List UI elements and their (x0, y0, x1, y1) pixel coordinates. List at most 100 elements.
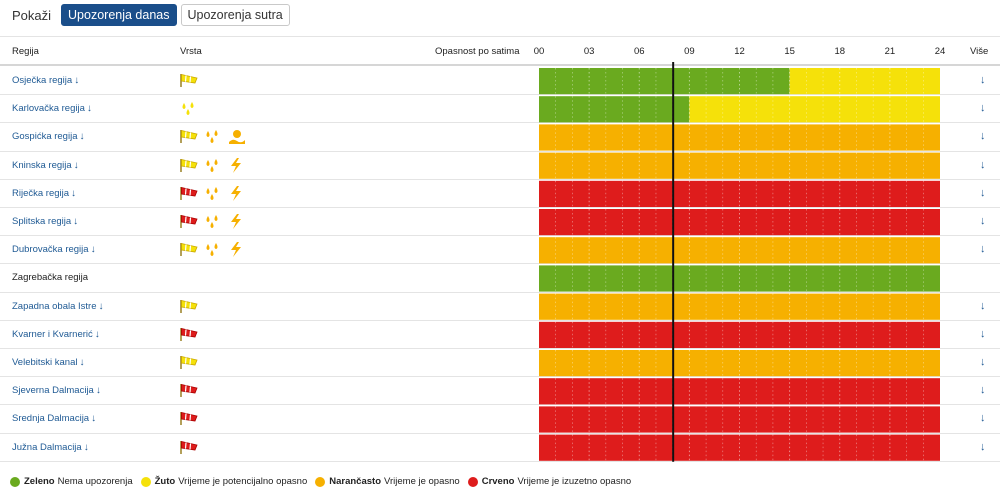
tab-warnings-today[interactable]: Upozorenja danas (61, 4, 177, 26)
more-details-button[interactable]: ↓ (980, 74, 986, 87)
region-link[interactable]: Južna Dalmacija ↓ (12, 442, 89, 453)
region-name: Srednja Dalmacija (12, 413, 90, 425)
hour-tick-21: 21 (884, 46, 896, 57)
rain-icon (206, 243, 218, 257)
table-row: Gospićka regija ↓ ↓ (0, 123, 1000, 152)
region-link[interactable]: Kninska regija ↓ (12, 160, 79, 171)
table-row: Zagrebačka regija (0, 264, 1000, 293)
table-row: Karlovačka regija ↓ ↓ (0, 95, 1000, 124)
rain-icon (182, 102, 194, 116)
table-row: Južna Dalmacija ↓ ↓ (0, 434, 1000, 462)
region-name: Zagrebačka regija (12, 272, 89, 284)
legend-dot (315, 476, 326, 487)
arrow-down-icon: ↓ (98, 300, 104, 312)
table-row: Kvarner i Kvarnerić ↓ ↓ (0, 321, 1000, 349)
arrow-down-icon: ↓ (91, 413, 97, 425)
thunderstorm-icon (231, 157, 241, 173)
table-row: Osječka regija ↓ ↓ (0, 67, 1000, 96)
wind-icon (180, 440, 198, 454)
more-details-button[interactable]: ↓ (980, 186, 986, 199)
legend-description: Vrijeme je potencijalno opasno (178, 476, 308, 487)
legend-item-orange: Narančasto Vrijeme je opasno (315, 476, 460, 487)
header-more: Više (970, 46, 989, 57)
warning-types (180, 382, 204, 399)
rain-icon (206, 215, 218, 229)
region-link[interactable]: Osječka regija ↓ (12, 75, 79, 86)
hour-tick-03: 03 (583, 46, 595, 57)
wind-icon (180, 186, 198, 200)
wind-icon (180, 384, 198, 398)
view-selector: Pokaži Upozorenja danas Upozorenja sutra (12, 4, 294, 26)
table-row: Srednja Dalmacija ↓ ↓ (0, 405, 1000, 434)
region-name: Južna Dalmacija (12, 441, 82, 453)
region-name: Gospićka regija (12, 131, 78, 143)
arrow-down-icon: ↓ (73, 216, 79, 228)
more-details-button[interactable]: ↓ (980, 327, 986, 340)
thunderstorm-icon (231, 214, 241, 230)
hazard-segment-green (539, 96, 690, 123)
warning-types (180, 72, 204, 89)
wind-icon (180, 356, 198, 370)
region-name: Sjeverna Dalmacija (12, 385, 94, 397)
region-link[interactable]: Dubrovačka regija ↓ (12, 244, 96, 255)
more-details-button[interactable]: ↓ (980, 384, 986, 397)
table-row: Kninska regija ↓ ↓ (0, 152, 1000, 180)
region-name: Dubrovačka regija (12, 244, 89, 256)
legend-item-red: Crveno Vrijeme je izuzetno opasno (467, 476, 632, 487)
region-link[interactable]: Riječka regija ↓ (12, 188, 76, 199)
more-details-button[interactable]: ↓ (980, 102, 986, 115)
region-link[interactable]: Splitska regija ↓ (12, 216, 78, 227)
wind-icon (180, 74, 198, 88)
wind-icon (180, 327, 198, 341)
tab-warnings-tomorrow[interactable]: Upozorenja sutra (180, 4, 290, 26)
legend-dot (467, 476, 478, 487)
warning-types (180, 157, 252, 174)
region-name: Osječka regija (12, 75, 73, 87)
warning-types (180, 100, 204, 117)
arrow-down-icon: ↓ (73, 159, 79, 171)
warning-types (180, 410, 204, 427)
more-details-button[interactable]: ↓ (980, 299, 986, 312)
hour-tick-06: 06 (633, 46, 645, 57)
arrow-down-icon: ↓ (71, 187, 77, 199)
arrow-down-icon: ↓ (83, 441, 89, 453)
legend-description: Vrijeme je izuzetno opasno (517, 476, 632, 487)
region-name: Riječka regija (12, 187, 70, 199)
region-link[interactable]: Srednja Dalmacija ↓ (12, 413, 96, 424)
warning-types (180, 185, 252, 202)
wind-icon (180, 412, 198, 426)
more-details-button[interactable]: ↓ (980, 130, 986, 143)
legend: Zeleno Nema upozorenja Žuto Vrijeme je pote… (10, 476, 639, 487)
arrow-down-icon: ↓ (95, 385, 101, 397)
warning-types (180, 128, 252, 145)
wind-icon (180, 130, 198, 144)
arrow-down-icon: ↓ (86, 103, 92, 115)
hour-tick-24: 24 (934, 46, 946, 57)
legend-description: Nema upozorenja (57, 476, 133, 487)
thunderstorm-icon (231, 242, 241, 258)
legend-item-green: Zeleno Nema upozorenja (10, 476, 133, 487)
region-link[interactable]: Gospićka regija ↓ (12, 131, 84, 142)
table-row: Splitska regija ↓ ↓ (0, 208, 1000, 237)
more-details-button[interactable]: ↓ (980, 440, 986, 453)
region-link[interactable]: Sjeverna Dalmacija ↓ (12, 385, 101, 396)
region-link[interactable]: Kvarner i Kvarnerić ↓ (12, 329, 100, 340)
more-details-button[interactable]: ↓ (980, 215, 986, 228)
hazard-segment-green (539, 68, 790, 95)
region-name: Kvarner i Kvarnerić (12, 328, 93, 340)
region-link[interactable]: Zapadna obala Istre ↓ (12, 301, 104, 312)
more-details-button[interactable]: ↓ (980, 356, 986, 369)
legend-dot (140, 476, 151, 487)
region-link[interactable]: Karlovačka regija ↓ (12, 103, 92, 114)
more-details-button[interactable]: ↓ (980, 412, 986, 425)
heat-icon (229, 130, 245, 145)
region-name: Velebitski kanal (12, 357, 78, 369)
arrow-down-icon: ↓ (79, 131, 85, 143)
wind-icon (180, 299, 198, 313)
warning-types (180, 439, 204, 456)
region-link[interactable]: Velebitski kanal ↓ (12, 357, 84, 368)
more-details-button[interactable]: ↓ (980, 158, 986, 171)
hour-tick-12: 12 (734, 46, 745, 57)
more-details-button[interactable]: ↓ (980, 243, 986, 256)
hazard-timeline (539, 62, 940, 462)
